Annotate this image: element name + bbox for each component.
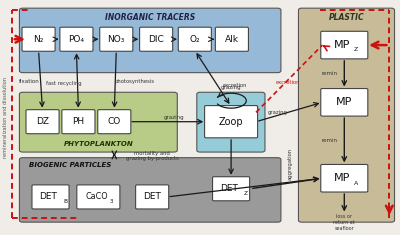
Text: DET: DET xyxy=(220,184,238,193)
FancyBboxPatch shape xyxy=(20,8,281,73)
FancyBboxPatch shape xyxy=(298,8,394,222)
Text: Z: Z xyxy=(244,191,248,196)
Text: remineralization and dissolution: remineralization and dissolution xyxy=(3,77,8,158)
Text: MP: MP xyxy=(334,173,350,183)
Text: loss or
return at
seafloor: loss or return at seafloor xyxy=(334,214,355,231)
FancyBboxPatch shape xyxy=(20,92,177,152)
Text: remin: remin xyxy=(322,71,338,76)
FancyBboxPatch shape xyxy=(20,158,281,222)
FancyBboxPatch shape xyxy=(212,177,250,201)
Text: PLASTIC: PLASTIC xyxy=(329,13,364,22)
FancyBboxPatch shape xyxy=(321,89,368,116)
Text: NO₃: NO₃ xyxy=(108,35,125,44)
FancyBboxPatch shape xyxy=(204,106,258,138)
Text: INORGANIC TRACERS: INORGANIC TRACERS xyxy=(105,13,195,22)
Text: grazing: grazing xyxy=(268,110,288,115)
FancyBboxPatch shape xyxy=(60,27,93,51)
FancyBboxPatch shape xyxy=(136,185,169,209)
Text: PO₄: PO₄ xyxy=(68,35,84,44)
FancyBboxPatch shape xyxy=(32,185,69,209)
FancyBboxPatch shape xyxy=(321,164,368,192)
FancyBboxPatch shape xyxy=(100,27,133,51)
Text: A: A xyxy=(354,180,358,186)
Text: DET: DET xyxy=(143,192,161,201)
Text: O₂: O₂ xyxy=(190,35,200,44)
Text: PH: PH xyxy=(72,117,84,126)
Text: PHYTOPLANKTON: PHYTOPLANKTON xyxy=(64,141,133,147)
FancyBboxPatch shape xyxy=(178,27,211,51)
Text: Z: Z xyxy=(354,47,358,52)
Text: DZ: DZ xyxy=(36,117,49,126)
Text: grazing: grazing xyxy=(221,85,242,90)
FancyBboxPatch shape xyxy=(62,110,95,134)
Text: excretion: excretion xyxy=(222,83,247,88)
Text: DIC: DIC xyxy=(148,35,164,44)
FancyBboxPatch shape xyxy=(77,185,120,209)
FancyBboxPatch shape xyxy=(26,110,59,134)
Text: fixation: fixation xyxy=(19,79,40,84)
Text: remin: remin xyxy=(322,138,338,143)
Text: photosynthesis: photosynthesis xyxy=(114,79,154,84)
Text: aggregation: aggregation xyxy=(288,148,292,180)
FancyBboxPatch shape xyxy=(215,27,248,51)
Text: CaCO: CaCO xyxy=(86,192,108,201)
Text: DET: DET xyxy=(40,192,58,201)
Text: BIOGENIC PARTICLES: BIOGENIC PARTICLES xyxy=(29,162,112,168)
Text: grazing: grazing xyxy=(164,115,184,121)
FancyBboxPatch shape xyxy=(197,92,265,152)
Text: MP: MP xyxy=(334,40,350,50)
Text: excretion: excretion xyxy=(276,80,300,85)
FancyBboxPatch shape xyxy=(22,27,55,51)
FancyBboxPatch shape xyxy=(98,110,131,134)
Text: 3: 3 xyxy=(110,199,113,204)
Text: CO: CO xyxy=(108,117,121,126)
Text: fast recycling: fast recycling xyxy=(46,81,82,86)
FancyBboxPatch shape xyxy=(140,27,173,51)
Text: Zoop: Zoop xyxy=(219,117,244,127)
Text: Alk: Alk xyxy=(225,35,239,44)
Text: mortality and
grazing by-products: mortality and grazing by-products xyxy=(126,151,179,161)
FancyBboxPatch shape xyxy=(321,31,368,59)
Text: N₂: N₂ xyxy=(33,35,44,44)
Text: B: B xyxy=(63,199,67,204)
Text: MP: MP xyxy=(336,97,352,107)
